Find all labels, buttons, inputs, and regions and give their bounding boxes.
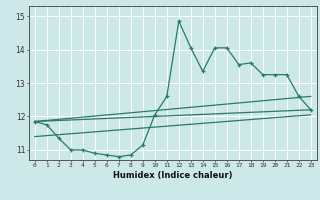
X-axis label: Humidex (Indice chaleur): Humidex (Indice chaleur) (113, 171, 233, 180)
